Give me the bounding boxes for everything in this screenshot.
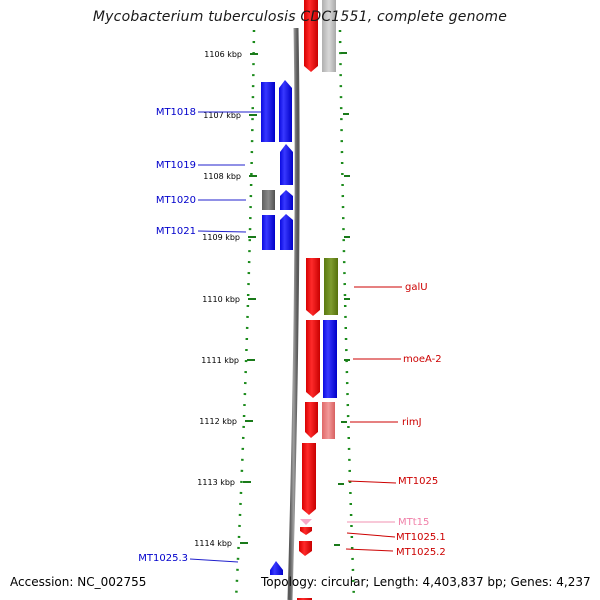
- label-moea2[interactable]: moeA-2: [403, 354, 442, 365]
- label-mtt15[interactable]: MTt15: [398, 517, 429, 528]
- feature-mt1021-a[interactable]: [262, 215, 275, 250]
- outer-track-right: [338, 29, 356, 600]
- accession-text: Accession: NC_002755: [10, 575, 147, 589]
- feature-mtt15[interactable]: [300, 519, 312, 525]
- label-mt1025-1[interactable]: MT1025.1: [396, 532, 446, 543]
- feature-top-gray[interactable]: [322, 0, 336, 72]
- genome-backbone: [287, 27, 300, 600]
- forward-features: [261, 80, 293, 575]
- genome-stats-text: Topology: circular; Length: 4,403,837 bp…: [261, 575, 591, 589]
- feature-rimj[interactable]: [322, 402, 335, 439]
- feature-mt1025[interactable]: [302, 443, 316, 515]
- feature-mt1025-3[interactable]: [270, 561, 283, 575]
- label-mt1021[interactable]: MT1021: [156, 226, 196, 237]
- feature-moea2-red[interactable]: [306, 320, 320, 398]
- kbp-tick-label: 1108 kbp: [203, 172, 241, 181]
- kbp-tick-label: 1110 kbp: [202, 295, 240, 304]
- label-mt1025[interactable]: MT1025: [398, 476, 438, 487]
- feature-mt1018-b[interactable]: [279, 80, 292, 142]
- label-mt1019[interactable]: MT1019: [156, 160, 196, 171]
- feature-mt1019[interactable]: [280, 144, 293, 185]
- feature-mt1021-b[interactable]: [280, 214, 293, 250]
- feature-rimj-red[interactable]: [305, 402, 318, 438]
- feature-mt1025-1[interactable]: [300, 527, 312, 535]
- feature-mt1020-a[interactable]: [262, 190, 275, 210]
- feature-mt1025-2[interactable]: [299, 541, 312, 556]
- label-mt1025-2[interactable]: MT1025.2: [396, 547, 446, 558]
- reverse-features: [297, 0, 338, 600]
- kbp-tick-label: 1109 kbp: [202, 233, 240, 242]
- genome-title: Mycobacterium tuberculosis CDC1551, comp…: [92, 9, 508, 25]
- right-labels: galU moeA-2 rimJ MT1025 MTt15 MT1025.1 M…: [345, 282, 446, 558]
- feature-galu-red[interactable]: [306, 258, 320, 316]
- feature-galu[interactable]: [324, 258, 338, 315]
- kbp-ticks: 1106 kbp 1107 kbp 1108 kbp 1109 kbp 1110 kbp…: [194, 50, 258, 548]
- kbp-tick-label: 1107 kbp: [203, 111, 241, 120]
- feature-moea2[interactable]: [323, 320, 337, 398]
- label-mt1025-3[interactable]: MT1025.3: [138, 553, 188, 564]
- kbp-tick-label: 1113 kbp: [197, 478, 235, 487]
- kbp-tick-label: 1111 kbp: [201, 356, 239, 365]
- left-labels: MT1018 MT1019 MT1020 MT1021 MT1025.3: [138, 107, 262, 564]
- label-mt1020[interactable]: MT1020: [156, 195, 196, 206]
- outer-track-left: [234, 29, 256, 600]
- feature-top-red[interactable]: [304, 0, 318, 72]
- feature-mt1018-a[interactable]: [261, 82, 275, 142]
- kbp-tick-label: 1106 kbp: [204, 50, 242, 59]
- label-mt1018[interactable]: MT1018: [156, 107, 196, 118]
- kbp-tick-label: 1112 kbp: [199, 417, 237, 426]
- label-rimj[interactable]: rimJ: [402, 417, 422, 428]
- label-galu[interactable]: galU: [405, 282, 428, 293]
- kbp-tick-label: 1114 kbp: [194, 539, 232, 548]
- feature-mt1020-b[interactable]: [280, 190, 293, 210]
- right-ticks: [334, 52, 350, 546]
